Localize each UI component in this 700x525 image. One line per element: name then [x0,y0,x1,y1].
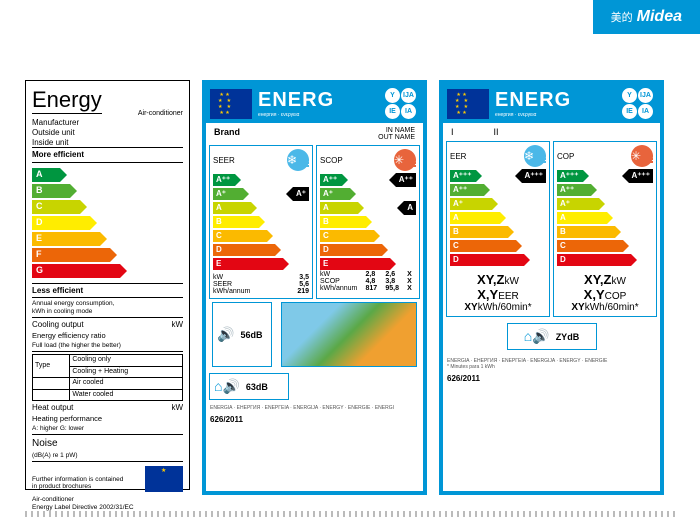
seer-stats: kW3,5 SEER5,6 kWh/annum219 [213,274,309,295]
more-efficient: More efficient [32,147,183,163]
house-speaker-icon: ⌂🔊 [214,378,240,395]
fan-icon: ✳ [631,145,653,167]
further-info: Further information is contained in prod… [32,476,123,491]
snowflake-icon: ❄ [287,149,309,171]
cop-column: COP✳ A⁺⁺⁺A⁺⁺⁺A⁺⁺A⁺ABCD XY,ZkW X,YCOP XYk… [553,141,657,317]
climate-map [281,302,417,367]
footer: ENERGIA · ЕНЕРГИЯ · ΕΝΕΡΓΕΙΑ · ENERGIJA … [206,403,423,413]
tab-1: I [451,127,454,137]
heat-output: Heat output [32,403,73,413]
energy-label-old: Energy Air-conditioner Manufacturer Outs… [25,80,190,490]
eu-flag-icon [210,89,252,119]
brand: Brand [214,127,240,141]
cooling-output: Cooling output [32,320,84,330]
scop-stats: kW2,82,6XSCOP4,83,8XkWh/annum81795,8X [320,271,416,292]
title: Energy [32,87,102,114]
house-speaker-icon: ⌂🔊 [524,328,550,345]
eu-header: ENERG енергия · ενεργεια YIJAIEIA [206,84,423,123]
eu-header: ENERG енергия · ενεργεια YIJAIEIA [443,84,660,123]
tab-2: II [494,127,499,137]
logo-brand: Midea [637,8,682,26]
fan-icon: ✳ [394,149,416,171]
energy-label-eer-cop: ENERG енергия · ενεργεια YIJAIEIA I II E… [439,80,664,495]
lang-badges: YIJAIEIA [385,88,419,119]
eu-flag-icon [447,89,489,119]
snowflake-icon: ❄ [524,145,546,167]
regulation: 626/2011 [206,413,423,426]
annual-consumption: Annual energy consumption, kWh in coolin… [32,300,183,318]
directive: Air-conditioner Energy Label Directive 2… [32,496,183,511]
energ-title: ENERG [495,89,616,112]
noise-label: Noise [32,438,183,450]
footer: ENERGIA · ЕНЕРГИЯ · ΕΝΕΡΓΕΙΑ · ENERGIJA … [443,356,660,372]
inside-unit: Inside unit [32,138,183,148]
eer-values: XY,ZkW X,YEER XYkWh/60min* [450,272,546,313]
labels-container: Energy Air-conditioner Manufacturer Outs… [0,0,700,515]
type-table: TypeCooling only Cooling + Heating Air c… [32,354,183,401]
regulation: 626/2011 [443,372,660,385]
cop-values: XY,ZkW X,YCOP XYkWh/60min* [557,272,653,313]
outdoor-noise: ⌂🔊63dB [209,373,289,400]
eu-flag-icon [145,466,183,492]
brand-logo: 美的 Midea [593,0,700,34]
product-type: Air-conditioner [138,110,183,118]
eer-column: EER❄ A⁺⁺⁺A⁺⁺⁺A⁺⁺A⁺ABCD XY,ZkW X,YEER XYk… [446,141,550,317]
ground-line [25,511,675,517]
lang-badges: YIJAIEIA [622,88,656,119]
indoor-noise: 🔊56dB [212,302,272,367]
eer-label: Energy efficiency ratio [32,331,183,340]
energy-label-seer-scop: ENERG енергия · ενεργεια YIJAIEIA Brand … [202,80,427,495]
heating-performance: Heating performance [32,414,183,423]
energ-title: ENERG [258,89,379,112]
manufacturer: Manufacturer [32,118,183,128]
seer-column: SEER❄ A⁺⁺A⁺A⁺ABCDE kW3,5 SEER5,6 kWh/ann… [209,145,313,299]
rating-arrows: ABCDEFG [32,167,183,279]
noise-box: ⌂🔊 ZYdB [507,323,597,350]
speaker-icon: 🔊 [217,326,234,343]
outside-unit: Outside unit [32,128,183,138]
scop-column: SCOP✳ A⁺⁺A⁺⁺A⁺AABCDE kW2,82,6XSCOP4,83,8… [316,145,420,299]
less-efficient: Less efficient [32,283,183,299]
logo-cn: 美的 [611,9,633,25]
